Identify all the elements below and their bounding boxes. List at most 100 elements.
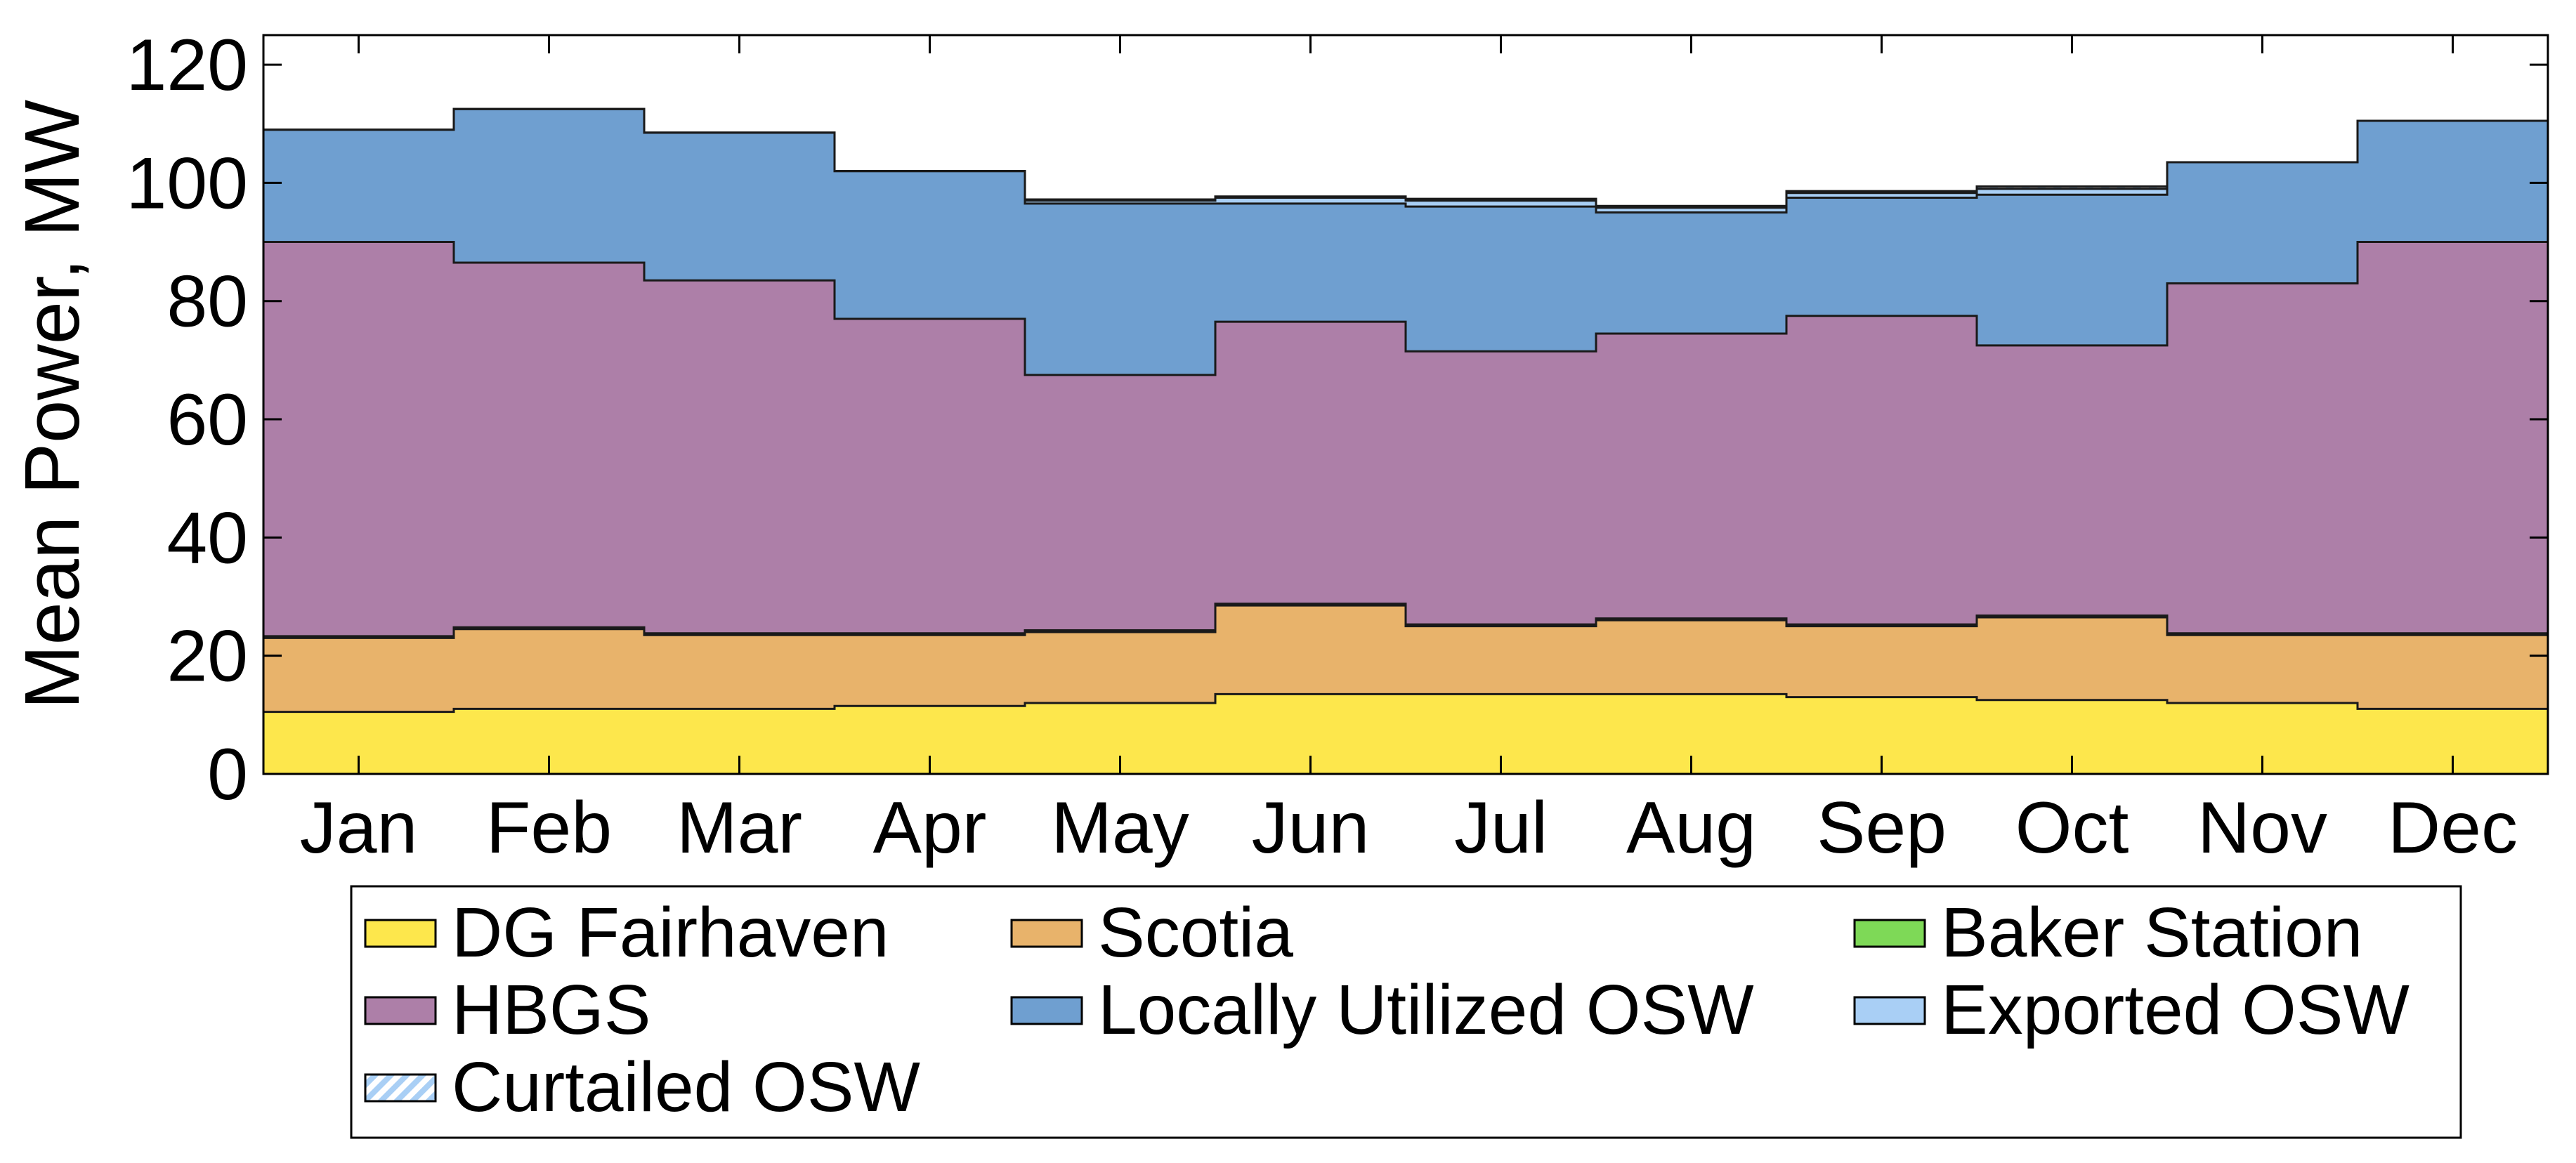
bar-segment-locally-utilized-osw-oct xyxy=(1977,195,2168,346)
legend-item-scotia: Scotia xyxy=(1010,893,1293,972)
bar-segment-scotia-jun xyxy=(1215,605,1406,695)
series-line-hbgs xyxy=(263,241,2548,376)
bar-segment-hbgs-sep xyxy=(1786,315,1977,625)
y-axis-ticks: 0 20 40 60 80 100 120 xyxy=(126,25,2548,815)
x-axis-ticks: Jan Feb Mar Apr May Jun Jul Aug Sep Oct Nov Dec xyxy=(300,35,2518,869)
bar-segment-locally-utilized-osw-apr xyxy=(835,171,1026,319)
series-line-dg-fairhaven xyxy=(263,692,2548,714)
y-tick-label: 0 xyxy=(207,734,248,815)
y-tick-label: 80 xyxy=(166,261,248,343)
legend-frame xyxy=(350,885,2462,1139)
bar-segment-hbgs-feb xyxy=(454,263,645,628)
series-hbgs xyxy=(263,242,2549,636)
legend-swatch xyxy=(1853,996,1926,1025)
bar-segment-curtailed-osw-oct xyxy=(1977,186,2168,189)
bar-segment-exported-osw-jul xyxy=(1406,200,1597,207)
bar-segment-hbgs-dec xyxy=(2358,242,2549,633)
y-tick-label: 100 xyxy=(126,143,248,224)
bar-segment-hbgs-jan xyxy=(263,242,455,636)
bar-segment-scotia-jul xyxy=(1406,626,1597,695)
x-tick-label-may: May xyxy=(1051,787,1189,869)
bar-segment-scotia-oct xyxy=(1977,617,2168,700)
legend-label: DG Fairhaven xyxy=(452,893,889,972)
legend-label: Curtailed OSW xyxy=(452,1048,920,1126)
x-tick-label-dec: Dec xyxy=(2388,787,2518,869)
legend-item-hbgs: HBGS xyxy=(364,971,650,1049)
x-tick-label-apr: Apr xyxy=(873,787,987,869)
legend-swatch xyxy=(364,996,437,1025)
y-tick-label: 40 xyxy=(166,497,248,579)
bar-segment-hbgs-jun xyxy=(1215,322,1406,604)
bar-segment-hbgs-apr xyxy=(835,318,1026,633)
bar-segment-locally-utilized-osw-jan xyxy=(263,129,455,242)
bar-segment-hbgs-aug xyxy=(1596,334,1787,619)
legend-swatch xyxy=(1010,996,1083,1025)
series-locally-utilized-osw xyxy=(263,109,2549,375)
legend-item-curtailed-osw: Curtailed OSW xyxy=(364,1048,920,1126)
legend-item-baker-station: Baker Station xyxy=(1853,893,2362,972)
bar-segment-exported-osw-sep xyxy=(1786,192,1977,198)
bar-segment-locally-utilized-osw-dec xyxy=(2358,121,2549,242)
axes: 0 20 40 60 80 100 120 Jan Feb Mar Apr May Jun Jul Aug… xyxy=(9,25,2549,869)
bar-segment-locally-utilized-osw-aug xyxy=(1596,212,1787,334)
legend-item-dg-fairhaven: DG Fairhaven xyxy=(364,893,889,972)
bar-segment-locally-utilized-osw-nov xyxy=(2167,162,2358,284)
series-areas xyxy=(263,107,2549,774)
legend-label: Scotia xyxy=(1098,893,1293,972)
x-tick-label-oct: Oct xyxy=(2015,787,2129,869)
bar-segment-locally-utilized-osw-feb xyxy=(454,109,645,263)
legend: DG Fairhaven Scotia Baker Station HBGS Local… xyxy=(350,885,2462,1139)
series-scotia xyxy=(263,605,2549,712)
bar-segment-scotia-mar xyxy=(644,635,835,709)
bar-segment-hbgs-oct xyxy=(1977,345,2168,616)
legend-swatch xyxy=(364,1073,437,1103)
bar-segment-scotia-jan xyxy=(263,638,455,712)
y-tick-label: 60 xyxy=(166,379,248,461)
bar-segment-scotia-aug xyxy=(1596,620,1787,695)
x-tick-label-jun: Jun xyxy=(1252,787,1370,869)
bar-segment-scotia-dec xyxy=(2358,635,2549,709)
x-tick-label-jul: Jul xyxy=(1454,787,1548,869)
legend-swatch xyxy=(364,919,437,948)
bar-segment-exported-osw-oct xyxy=(1977,188,2168,195)
plot-frame xyxy=(262,34,2549,775)
bar-segment-scotia-may xyxy=(1025,632,1216,704)
series-boundaries xyxy=(263,107,2548,714)
bar-segment-scotia-nov xyxy=(2167,635,2358,704)
legend-items: DG Fairhaven Scotia Baker Station HBGS Local… xyxy=(364,893,2410,1126)
x-tick-label-feb: Feb xyxy=(486,787,612,869)
bar-segment-locally-utilized-osw-sep xyxy=(1786,197,1977,316)
bar-segment-hbgs-jul xyxy=(1406,351,1597,625)
bar-segment-scotia-apr xyxy=(835,635,1026,707)
legend-item-locally-utilized-osw: Locally Utilized OSW xyxy=(1010,971,1754,1049)
legend-label: Baker Station xyxy=(1941,893,2362,972)
bar-segment-locally-utilized-osw-may xyxy=(1025,203,1216,375)
bar-segment-hbgs-may xyxy=(1025,374,1216,631)
bar-segment-locally-utilized-osw-mar xyxy=(644,132,835,281)
legend-label: HBGS xyxy=(452,971,650,1049)
y-tick-label: 120 xyxy=(126,25,248,106)
x-tick-label-nov: Nov xyxy=(2197,787,2327,869)
bar-segment-locally-utilized-osw-jun xyxy=(1215,203,1406,322)
series-exported-osw xyxy=(1025,188,2168,213)
bar-segment-scotia-sep xyxy=(1786,626,1977,697)
x-tick-label-sep: Sep xyxy=(1817,787,1947,869)
bar-segment-locally-utilized-osw-jul xyxy=(1406,206,1597,352)
x-tick-label-jan: Jan xyxy=(300,787,418,869)
bar-segment-hbgs-mar xyxy=(644,280,835,633)
series-line-curtailed-osw xyxy=(263,107,2548,207)
legend-label: Locally Utilized OSW xyxy=(1098,971,1754,1049)
y-tick-label: 20 xyxy=(166,616,248,697)
legend-swatch xyxy=(1010,919,1083,948)
bar-segment-hbgs-nov xyxy=(2167,283,2358,633)
bar-segment-exported-osw-aug xyxy=(1596,207,1787,213)
y-axis-label: Mean Power, MW xyxy=(9,100,96,709)
bar-segment-exported-osw-jun xyxy=(1215,197,1406,204)
x-tick-label-mar: Mar xyxy=(676,787,802,869)
bar-segment-exported-osw-may xyxy=(1025,200,1216,204)
legend-swatch xyxy=(1853,919,1926,948)
legend-label: Exported OSW xyxy=(1941,971,2410,1049)
x-tick-label-aug: Aug xyxy=(1626,787,1756,869)
